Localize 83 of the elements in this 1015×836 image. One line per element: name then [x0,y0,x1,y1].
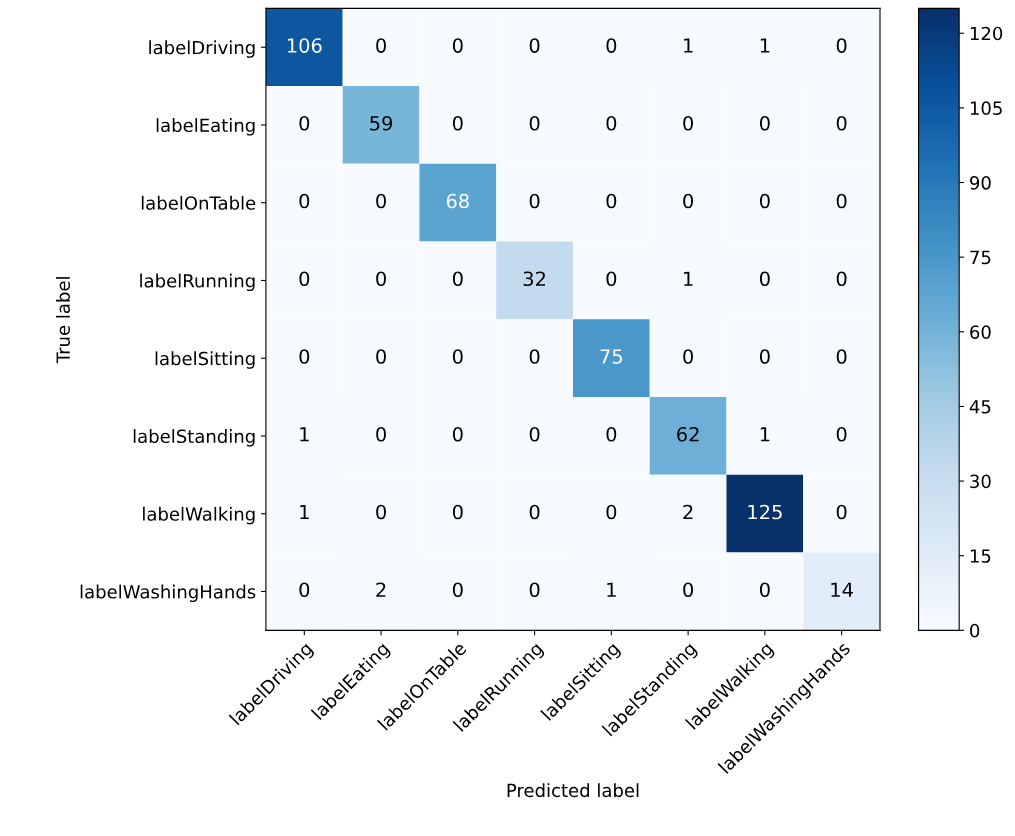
data-label: 32 [523,271,546,287]
color-bar-label: 75 [970,250,991,265]
data-label: 0 [299,582,310,598]
data-label: 0 [529,504,540,520]
data-label: 0 [759,193,770,209]
y-tick-label: labelRunning [140,273,255,292]
data-label: 0 [529,115,540,131]
data-label: 106 [287,38,322,53]
data-label: 0 [376,271,386,287]
data-label: 1 [760,427,770,442]
data-label: 0 [452,504,463,520]
data-label: 0 [299,271,310,287]
data-label: 1 [684,271,693,286]
color-bar-label: 45 [969,400,991,414]
data-label: 0 [452,582,463,598]
data-label: 75 [600,349,623,364]
data-label: 0 [759,349,770,364]
color-bar-label: 60 [970,325,991,339]
data-label: 0 [529,193,540,209]
data-label: 0 [299,349,310,364]
data-label: 0 [606,271,617,287]
data-label: 0 [529,349,540,364]
data-label: 0 [376,504,386,520]
y-tick-label: labelDriving [149,40,255,58]
data-label: 0 [376,38,386,53]
data-label: 0 [529,38,540,53]
data-label: 0 [606,38,617,53]
data-label: 0 [759,271,770,287]
color-bar-label: 0 [970,623,980,638]
x-axis-title: Predicted label [507,783,639,798]
data-label: 0 [606,426,617,442]
y-tick-label: labelWalking [143,506,255,525]
data-label: 0 [299,193,310,209]
data-label: 2 [376,582,386,597]
data-label: 0 [376,349,386,364]
data-label: 0 [529,582,540,598]
data-label: 0 [836,115,847,131]
y-tick-label: labelWashingHands [80,584,256,603]
data-label: 0 [529,426,540,442]
color-bar-label: 120 [970,26,1003,41]
data-label: 0 [606,193,617,209]
data-label: 0 [836,504,847,520]
y-tick-label: labelEating [156,118,255,136]
data-label: 0 [376,193,386,209]
data-label: 2 [683,504,693,520]
data-label: 0 [452,271,463,287]
data-label: 68 [446,193,469,209]
data-label: 0 [836,271,847,287]
data-label: 0 [452,426,463,442]
data-label: 1 [684,38,693,53]
data-label: 0 [836,349,847,364]
y-axis-title: True label [56,277,70,364]
data-label: 0 [452,115,463,131]
data-label: 62 [677,426,699,442]
color-bar-label: 30 [970,474,991,489]
data-label: 59 [370,115,393,131]
color-bar-label: 15 [970,549,991,563]
data-label: 0 [606,115,617,131]
data-label: 1 [300,427,309,442]
data-label: 0 [836,38,847,53]
data-label: 0 [836,193,847,209]
y-tick-label: labelSitting [155,351,255,369]
y-tick-label: labelStanding [133,429,255,447]
data-label: 0 [299,115,310,131]
data-label: 1 [607,582,616,597]
data-label: 14 [831,582,853,597]
data-label: 0 [683,349,693,364]
color-bar-label: 105 [970,101,1002,115]
y-tick-label: labelOnTable [141,195,256,210]
data-label: 0 [759,115,770,131]
data-label: 0 [452,349,463,364]
data-label: 0 [759,582,770,598]
data-label: 0 [836,426,847,442]
data-label: 0 [683,193,693,209]
data-label: 0 [683,582,693,598]
data-label: 0 [376,426,386,442]
data-label: 0 [452,38,463,53]
data-label: 1 [760,38,770,53]
data-label: 125 [748,504,782,520]
data-label: 1 [300,504,309,520]
color-bar-label: 90 [970,175,991,190]
data-label: 0 [683,115,693,131]
data-label: 0 [606,504,617,520]
